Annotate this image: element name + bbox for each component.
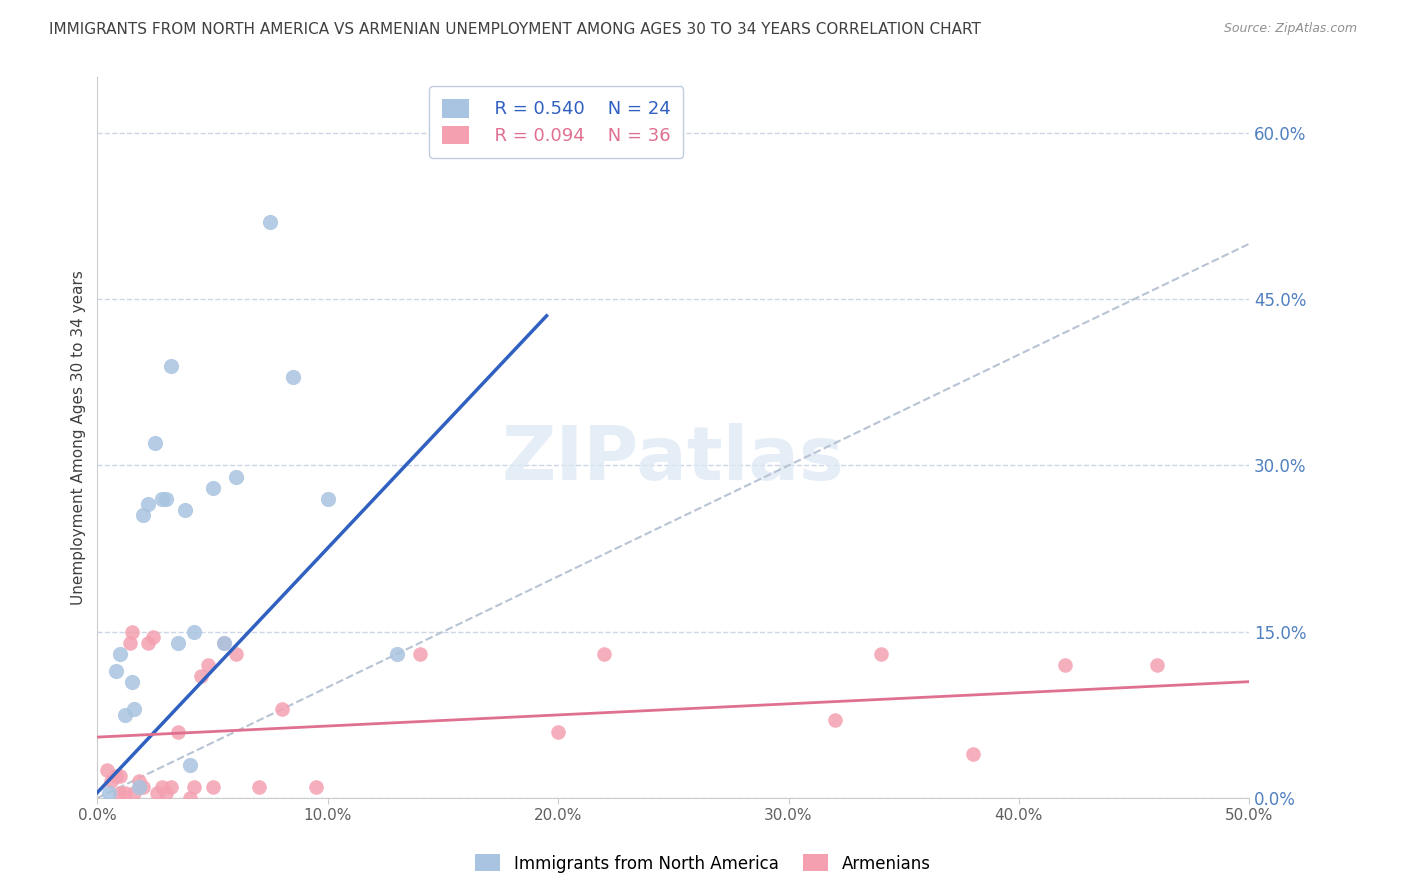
Point — [136, 636, 159, 650]
Point — [136, 497, 159, 511]
Point — [100, 774, 122, 789]
Point — [225, 647, 247, 661]
Point — [104, 769, 127, 783]
Point — [121, 674, 143, 689]
Point — [174, 503, 197, 517]
Point — [1146, 658, 1168, 673]
Point — [385, 647, 408, 661]
Point — [132, 780, 155, 794]
Point — [593, 647, 616, 661]
Point — [259, 214, 281, 228]
Point — [114, 785, 136, 799]
Point — [305, 780, 328, 794]
Point — [128, 774, 150, 789]
Point — [122, 702, 145, 716]
Point — [121, 624, 143, 639]
Point — [183, 780, 205, 794]
Point — [118, 636, 141, 650]
Point — [179, 791, 201, 805]
Point — [316, 491, 339, 506]
Legend: Immigrants from North America, Armenians: Immigrants from North America, Armenians — [468, 847, 938, 880]
Point — [409, 647, 432, 661]
Point — [143, 436, 166, 450]
Point — [96, 764, 118, 778]
Point — [150, 780, 173, 794]
Y-axis label: Unemployment Among Ages 30 to 34 years: Unemployment Among Ages 30 to 34 years — [72, 270, 86, 605]
Point — [114, 707, 136, 722]
Point — [155, 491, 177, 506]
Point — [122, 785, 145, 799]
Point — [247, 780, 270, 794]
Text: ZIPatlas: ZIPatlas — [502, 423, 845, 496]
Point — [146, 785, 169, 799]
Point — [201, 780, 224, 794]
Point — [128, 780, 150, 794]
Legend:   R = 0.540    N = 24,   R = 0.094    N = 36: R = 0.540 N = 24, R = 0.094 N = 36 — [429, 87, 683, 158]
Point — [183, 624, 205, 639]
Point — [132, 508, 155, 523]
Point — [1053, 658, 1076, 673]
Point — [201, 481, 224, 495]
Point — [179, 757, 201, 772]
Point — [824, 714, 846, 728]
Point — [110, 647, 132, 661]
Point — [225, 469, 247, 483]
Point — [150, 491, 173, 506]
Point — [160, 780, 183, 794]
Point — [160, 359, 183, 373]
Point — [97, 785, 120, 799]
Point — [155, 785, 177, 799]
Point — [197, 658, 219, 673]
Text: Source: ZipAtlas.com: Source: ZipAtlas.com — [1223, 22, 1357, 36]
Point — [142, 630, 165, 644]
Point — [283, 369, 305, 384]
Point — [270, 702, 292, 716]
Point — [547, 724, 569, 739]
Point — [962, 747, 984, 761]
Point — [104, 664, 127, 678]
Point — [167, 636, 190, 650]
Point — [190, 669, 212, 683]
Point — [212, 636, 235, 650]
Point — [110, 785, 132, 799]
Text: IMMIGRANTS FROM NORTH AMERICA VS ARMENIAN UNEMPLOYMENT AMONG AGES 30 TO 34 YEARS: IMMIGRANTS FROM NORTH AMERICA VS ARMENIA… — [49, 22, 981, 37]
Point — [212, 636, 235, 650]
Point — [110, 769, 132, 783]
Point — [167, 724, 190, 739]
Point — [869, 647, 891, 661]
